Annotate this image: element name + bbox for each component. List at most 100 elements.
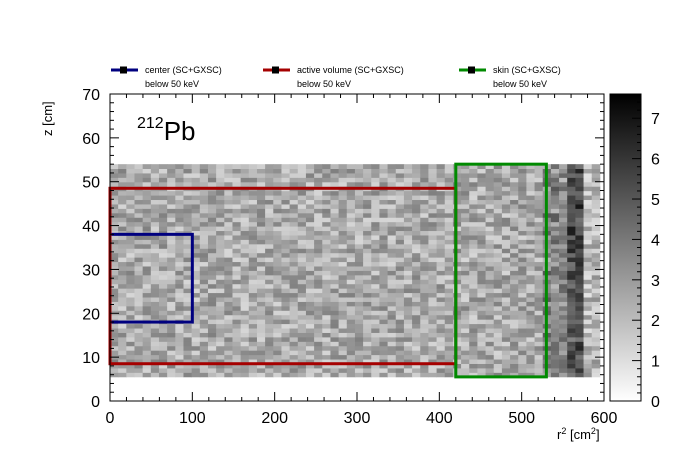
heatmap-cell bbox=[444, 212, 454, 218]
heatmap-cell bbox=[191, 248, 201, 254]
heatmap-cell bbox=[232, 168, 242, 174]
heatmap-cell bbox=[567, 305, 576, 311]
heatmap-cell bbox=[403, 372, 413, 378]
heatmap-cell bbox=[510, 279, 519, 285]
heatmap-cell bbox=[526, 177, 535, 183]
heatmap-cell bbox=[485, 181, 495, 187]
heatmap-cell bbox=[371, 270, 380, 276]
heatmap-cell bbox=[363, 208, 372, 214]
heatmap-cell bbox=[118, 363, 127, 369]
heatmap-cell bbox=[175, 305, 184, 311]
heatmap-cell bbox=[583, 199, 593, 205]
heatmap-cell bbox=[281, 372, 291, 378]
heatmap-cell bbox=[158, 288, 168, 294]
heatmap-cell bbox=[428, 173, 437, 178]
heatmap-cell bbox=[371, 221, 380, 227]
heatmap-cell bbox=[330, 314, 340, 320]
heatmap-cell bbox=[583, 310, 593, 316]
heatmap-cell bbox=[379, 212, 388, 218]
heatmap-cell bbox=[297, 226, 307, 232]
heatmap-cell bbox=[207, 292, 217, 298]
heatmap-cell bbox=[322, 359, 331, 364]
heatmap-cell bbox=[567, 301, 576, 307]
legend-sublabel-skin: below 50 keV bbox=[493, 79, 547, 89]
heatmap-cell bbox=[559, 305, 568, 311]
heatmap-cell bbox=[297, 221, 307, 227]
heatmap-cell bbox=[567, 372, 576, 378]
heatmap-cell bbox=[567, 341, 576, 347]
heatmap-cell bbox=[354, 341, 364, 347]
heatmap-cell bbox=[550, 204, 560, 209]
heatmap-cell bbox=[314, 350, 323, 356]
heatmap-cell bbox=[248, 359, 258, 364]
heatmap-cell bbox=[338, 279, 348, 285]
heatmap-cell bbox=[346, 332, 356, 338]
heatmap-cell bbox=[289, 297, 299, 302]
heatmap-cell bbox=[591, 372, 601, 378]
heatmap-cell bbox=[567, 350, 576, 356]
heatmap-cell bbox=[412, 190, 421, 196]
heatmap-cell bbox=[322, 288, 331, 294]
heatmap-cell bbox=[207, 274, 217, 280]
heatmap-cell bbox=[526, 208, 535, 214]
heatmap-cell bbox=[281, 173, 291, 178]
heatmap-cell bbox=[591, 212, 601, 218]
heatmap-cell bbox=[248, 252, 258, 258]
heatmap-cell bbox=[281, 217, 291, 223]
heatmap-cell bbox=[330, 168, 340, 174]
heatmap-cell bbox=[322, 257, 331, 263]
heatmap-cell bbox=[281, 239, 291, 245]
heatmap-cell bbox=[175, 359, 184, 364]
heatmap-cell bbox=[232, 314, 242, 320]
heatmap-cell bbox=[526, 243, 535, 249]
heatmap-cell bbox=[575, 337, 584, 342]
heatmap-cell bbox=[412, 243, 421, 249]
heatmap-cell bbox=[281, 292, 291, 298]
heatmap-cell bbox=[338, 208, 348, 214]
heatmap-cell bbox=[436, 305, 446, 311]
heatmap-cell bbox=[191, 266, 201, 271]
heatmap-cell bbox=[371, 350, 380, 356]
heatmap-cell bbox=[297, 279, 307, 285]
heatmap-cell bbox=[265, 354, 274, 360]
heatmap-cell bbox=[485, 199, 495, 205]
heatmap-cell bbox=[477, 199, 486, 205]
heatmap-cell bbox=[461, 328, 470, 333]
heatmap-cell bbox=[526, 261, 535, 267]
heatmap-cell bbox=[216, 195, 225, 201]
heatmap-cell bbox=[207, 350, 217, 356]
heatmap-cell bbox=[265, 359, 274, 364]
heatmap-cell bbox=[559, 181, 568, 187]
heatmap-cell bbox=[550, 274, 560, 280]
heatmap-cell bbox=[559, 204, 568, 209]
heatmap-cell bbox=[559, 173, 568, 178]
heatmap-cell bbox=[550, 368, 560, 373]
heatmap-cell bbox=[297, 204, 307, 209]
heatmap-cell bbox=[158, 266, 168, 271]
heatmap-cell bbox=[518, 292, 527, 298]
heatmap-cell bbox=[305, 319, 315, 325]
heatmap-cell bbox=[248, 177, 258, 183]
heatmap-cell bbox=[403, 297, 413, 302]
heatmap-cell bbox=[575, 363, 584, 369]
heatmap-cell bbox=[559, 328, 568, 333]
x-tick-label: 600 bbox=[591, 410, 618, 427]
heatmap-cell bbox=[534, 305, 544, 311]
heatmap-cell bbox=[346, 323, 356, 329]
heatmap-cell bbox=[305, 248, 315, 254]
heatmap-cell bbox=[493, 359, 503, 364]
heatmap-cell bbox=[387, 235, 397, 240]
heatmap-cell bbox=[371, 168, 380, 174]
heatmap-cell bbox=[256, 239, 266, 245]
heatmap-cell bbox=[199, 350, 209, 356]
heatmap-cell bbox=[485, 288, 495, 294]
heatmap-cell bbox=[461, 314, 470, 320]
heatmap-cell bbox=[322, 261, 331, 267]
heatmap-cell bbox=[305, 345, 315, 351]
heatmap-cell bbox=[436, 177, 446, 183]
heatmap-cell bbox=[338, 350, 348, 356]
heatmap-cell bbox=[354, 323, 364, 329]
heatmap-cell bbox=[322, 181, 331, 187]
heatmap-cell bbox=[265, 212, 274, 218]
heatmap-cell bbox=[158, 297, 168, 302]
